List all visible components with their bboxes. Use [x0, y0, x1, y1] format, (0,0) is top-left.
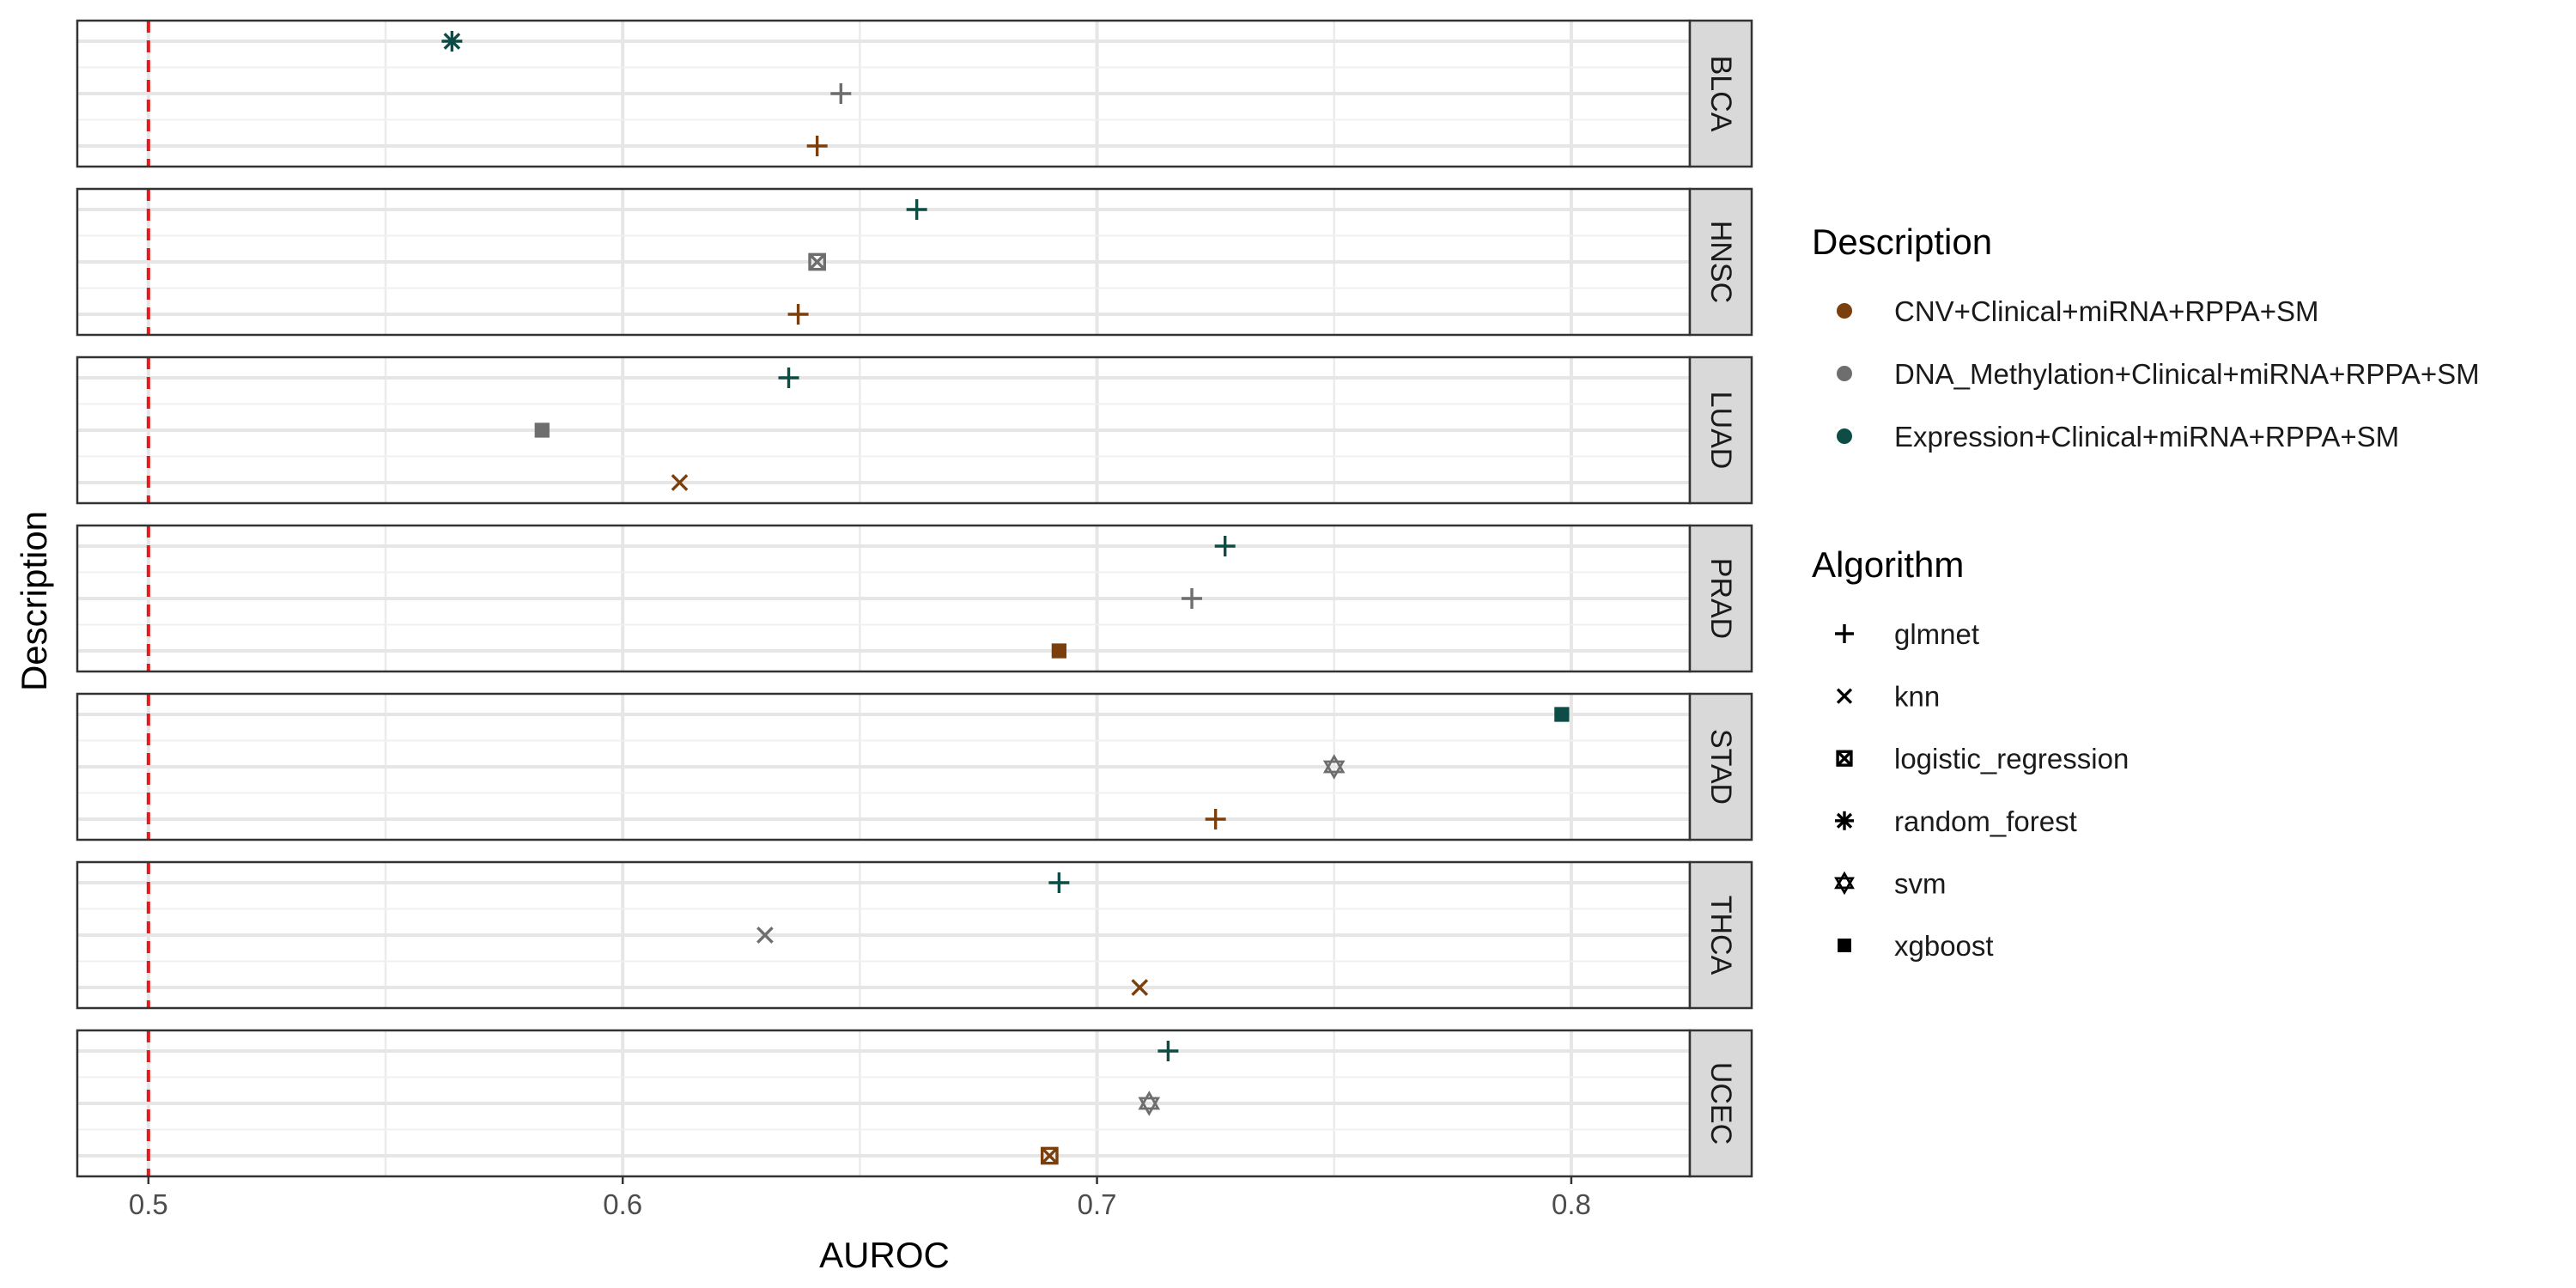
point-stad-glmnet-cnv-clinical-mirna-rppa-sm	[1205, 809, 1226, 829]
x-tick-label: 0.5	[129, 1188, 168, 1220]
point-blca-glmnet-cnv-clinical-mirna-rppa-sm	[806, 136, 828, 156]
legend-entry-logistic-regression: logistic_regression	[1836, 743, 2129, 775]
legend-shape	[1835, 624, 1854, 643]
legend-label: DNA_Methylation+Clinical+miRNA+RPPA+SM	[1894, 358, 2480, 390]
facet-panel-prad: PRAD	[76, 524, 1753, 673]
point-hnsc-logistic-regression-dna-methylation-clinical-mirna-rppa-sm	[808, 252, 827, 271]
point-thca-knn-dna-methylation-clinical-mirna-rppa-sm	[756, 927, 774, 944]
legend-swatch	[1837, 366, 1852, 381]
legend-entry-svm: svm	[1834, 867, 1947, 899]
facet-strip	[1688, 860, 1753, 1010]
facet-label-thca: THCA	[1704, 896, 1737, 975]
facet-strip	[1688, 187, 1753, 337]
legend-swatch	[1837, 428, 1852, 444]
point-thca-knn-cnv-clinical-mirna-rppa-sm	[1131, 979, 1149, 996]
x-tick-label: 0.7	[1078, 1188, 1117, 1220]
legend-title: Algorithm	[1812, 544, 1964, 585]
point-luad-xgboost-dna-methylation-clinical-mirna-rppa-sm	[534, 422, 550, 438]
y-axis-title: Description	[14, 511, 54, 691]
facet-panel-luad: LUAD	[76, 355, 1753, 505]
point-ucec-glmnet-expression-clinical-mirna-rppa-sm	[1157, 1041, 1179, 1061]
point-luad-knn-cnv-clinical-mirna-rppa-sm	[671, 474, 689, 491]
legend-description: Description CNV+Clinical+miRNA+RPPA+SM DNA…	[1812, 222, 2480, 453]
facet-label-blca: BLCA	[1704, 56, 1737, 132]
legend-label: svm	[1894, 867, 1947, 899]
x-axis-title: AUROC	[819, 1235, 950, 1275]
legend-shape	[1835, 811, 1854, 830]
x-tick-label: 0.6	[603, 1188, 642, 1220]
point-hnsc-glmnet-cnv-clinical-mirna-rppa-sm	[787, 304, 809, 325]
x-tick-label: 0.8	[1552, 1188, 1591, 1220]
point-blca-random-forest-expression-clinical-mirna-rppa-sm	[441, 31, 463, 52]
facet-strip	[1688, 524, 1753, 673]
point-ucec-svm-dna-methylation-clinical-mirna-rppa-sm	[1138, 1091, 1161, 1116]
facet-strip	[1688, 19, 1753, 168]
legend-entry-glmnet: glmnet	[1835, 618, 1979, 650]
legend-entry-random-forest: random_forest	[1835, 805, 2077, 837]
legend-swatch	[1837, 303, 1852, 319]
legend-entry-dna-methylation-clinical-mirna-rppa-sm: DNA_Methylation+Clinical+miRNA+RPPA+SM	[1837, 358, 2480, 390]
legend-shape	[1836, 750, 1853, 767]
facet-panel-stad: STAD	[76, 692, 1753, 841]
legend-label: logistic_regression	[1894, 743, 2129, 775]
legend-label: CNV+Clinical+miRNA+RPPA+SM	[1894, 295, 2319, 327]
legend-label: glmnet	[1894, 618, 1979, 650]
legend-label: Expression+Clinical+miRNA+RPPA+SM	[1894, 421, 2399, 453]
legend-entry-expression-clinical-mirna-rppa-sm: Expression+Clinical+miRNA+RPPA+SM	[1837, 421, 2399, 453]
point-prad-glmnet-expression-clinical-mirna-rppa-sm	[1214, 536, 1236, 556]
facet-strip	[1688, 1029, 1753, 1178]
point-stad-svm-dna-methylation-clinical-mirna-rppa-sm	[1322, 754, 1346, 780]
legend-label: xgboost	[1894, 930, 1994, 962]
point-luad-glmnet-expression-clinical-mirna-rppa-sm	[778, 368, 799, 388]
facet-label-stad: STAD	[1704, 729, 1737, 805]
facet-label-prad: PRAD	[1704, 558, 1737, 639]
legend-shape	[1836, 688, 1853, 704]
legend-algorithm: Algorithm glmnet knn logistic_regressionran…	[1812, 544, 2129, 962]
point-thca-glmnet-expression-clinical-mirna-rppa-sm	[1048, 872, 1070, 893]
legend-entry-knn: knn	[1836, 681, 1940, 713]
facet-strip	[1688, 692, 1753, 841]
point-stad-xgboost-expression-clinical-mirna-rppa-sm	[1554, 707, 1570, 722]
facet-panel-blca: BLCA	[76, 19, 1753, 168]
point-prad-xgboost-cnv-clinical-mirna-rppa-sm	[1051, 643, 1067, 659]
legend-entry-cnv-clinical-mirna-rppa-sm: CNV+Clinical+miRNA+RPPA+SM	[1837, 295, 2319, 327]
point-hnsc-glmnet-expression-clinical-mirna-rppa-sm	[906, 199, 927, 220]
legend-label: knn	[1894, 681, 1940, 713]
facet-panels: BLCA HNSC LUAD PRAD STAD THCA UCEC	[76, 19, 1753, 1178]
facet-label-luad: LUAD	[1704, 392, 1737, 470]
legend-shape	[1838, 939, 1851, 952]
point-blca-glmnet-dna-methylation-clinical-mirna-rppa-sm	[830, 83, 852, 104]
x-axis: 0.5 0.6 0.7 0.8	[129, 1176, 1591, 1220]
facet-label-hnsc: HNSC	[1704, 221, 1737, 303]
legend-label: random_forest	[1894, 805, 2077, 837]
legend-title: Description	[1812, 222, 1992, 262]
point-ucec-logistic-regression-cnv-clinical-mirna-rppa-sm	[1040, 1146, 1059, 1165]
facet-panel-ucec: UCEC	[76, 1029, 1753, 1178]
legend-entry-xgboost: xgboost	[1838, 930, 1994, 962]
facet-label-ucec: UCEC	[1704, 1062, 1737, 1145]
facet-panel-thca: THCA	[76, 860, 1753, 1010]
facet-panel-hnsc: HNSC	[76, 187, 1753, 337]
point-prad-glmnet-dna-methylation-clinical-mirna-rppa-sm	[1182, 588, 1203, 609]
facet-strip	[1688, 355, 1753, 505]
legend-shape	[1834, 871, 1855, 896]
